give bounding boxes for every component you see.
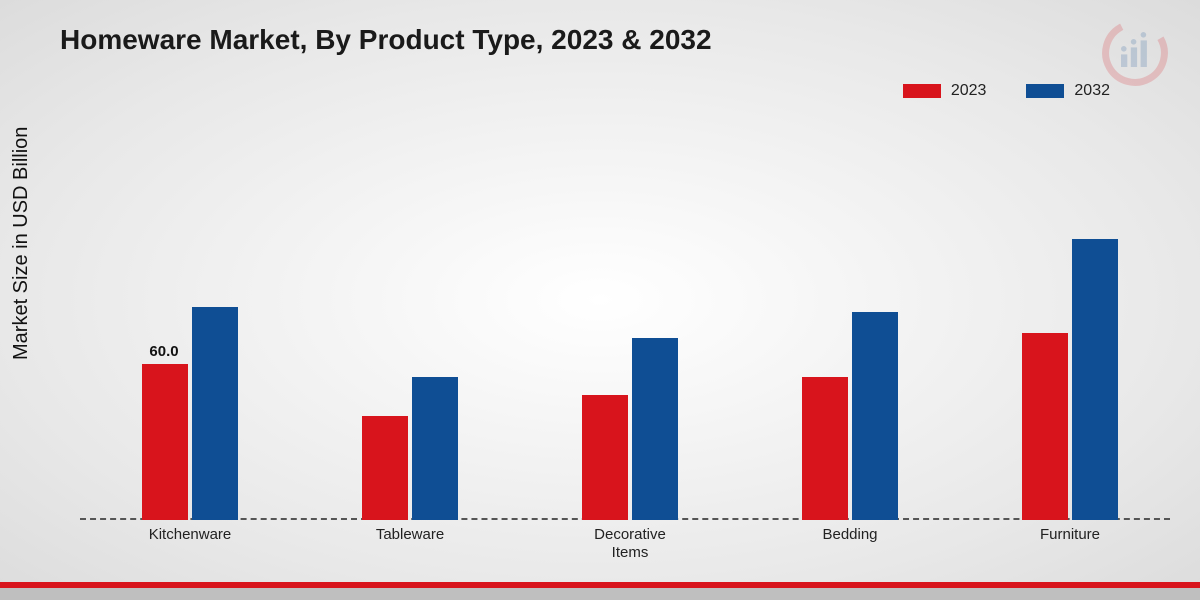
bar-series-a	[142, 364, 188, 520]
bar-series-b	[412, 377, 458, 520]
legend-label-b: 2032	[1074, 82, 1110, 100]
chart-title: Homeware Market, By Product Type, 2023 &…	[60, 24, 712, 56]
x-tick-label: Bedding	[770, 520, 930, 544]
bar-series-b	[1072, 239, 1118, 520]
bar-series-a	[1022, 333, 1068, 520]
watermark-logo-icon	[1100, 18, 1170, 88]
x-tick-label: DecorativeItems	[550, 520, 710, 562]
legend-item-2032: 2032	[1026, 82, 1110, 100]
bar-group: Furniture	[1000, 130, 1140, 520]
bar-group: Tableware	[340, 130, 480, 520]
bar-series-b	[632, 338, 678, 520]
bar-series-b	[852, 312, 898, 520]
legend: 2023 2032	[903, 82, 1110, 100]
x-tick-label: Tableware	[330, 520, 490, 544]
bar-value-label: 60.0	[134, 343, 194, 360]
chart-canvas: Homeware Market, By Product Type, 2023 &…	[0, 0, 1200, 600]
bar-group: Bedding	[780, 130, 920, 520]
bar-series-a	[362, 416, 408, 520]
footer-grey-bar	[0, 588, 1200, 600]
bar-series-b	[192, 307, 238, 520]
y-axis-label: Market Size in USD Billion	[10, 127, 33, 360]
x-tick-label: Furniture	[990, 520, 1150, 544]
legend-swatch-a	[903, 84, 941, 98]
legend-label-a: 2023	[951, 82, 987, 100]
x-tick-label: Kitchenware	[110, 520, 270, 544]
bar-group: 60.0Kitchenware	[120, 130, 260, 520]
legend-swatch-b	[1026, 84, 1064, 98]
legend-item-2023: 2023	[903, 82, 987, 100]
bar-series-a	[802, 377, 848, 520]
plot-area: 60.0Kitchenware Tableware DecorativeItems B…	[80, 130, 1170, 520]
bar-series-a	[582, 395, 628, 520]
bar-group: DecorativeItems	[560, 130, 700, 520]
